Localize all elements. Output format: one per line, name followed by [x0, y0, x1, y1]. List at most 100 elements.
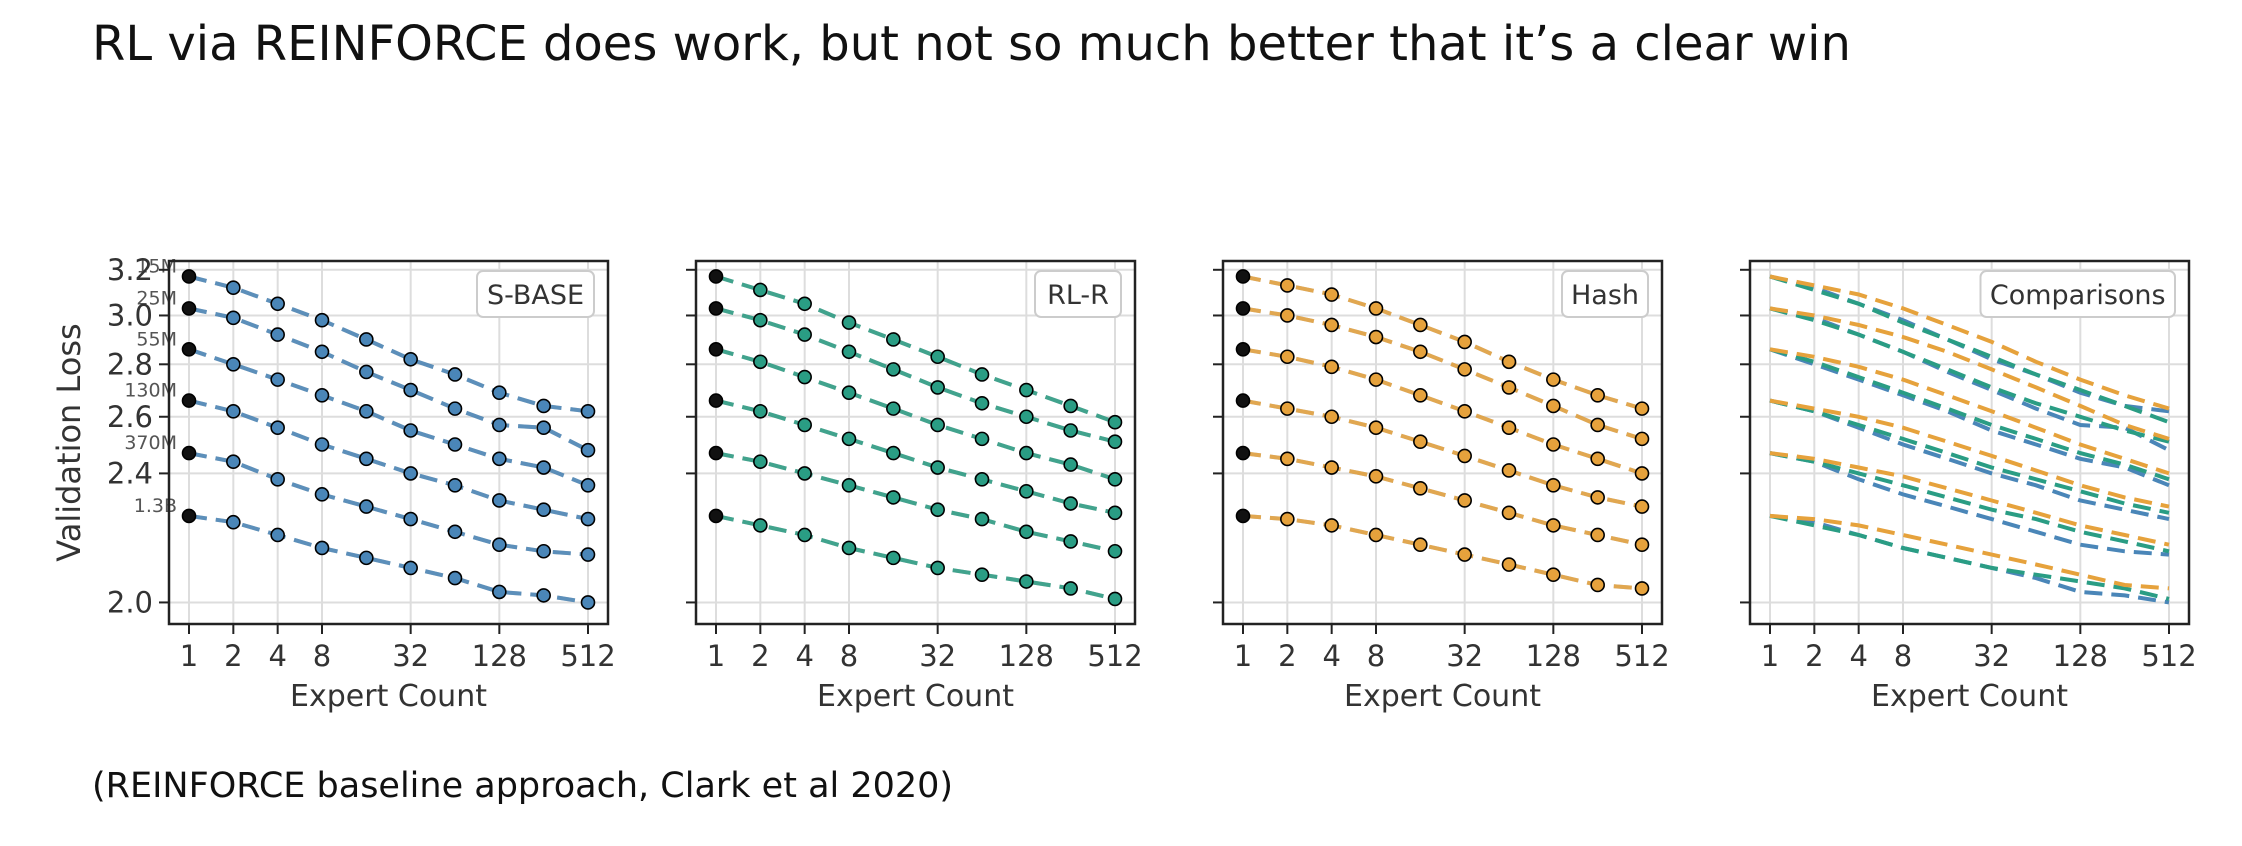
series-line-370M [715, 451, 1116, 554]
data-point [1590, 577, 1605, 593]
comparison-line [1769, 451, 2170, 554]
data-point [270, 420, 285, 436]
data-point [314, 540, 330, 556]
y-tick-label: 2.8 [107, 347, 153, 381]
data-point [886, 362, 901, 377]
data-point [797, 369, 812, 385]
data-point [753, 454, 768, 470]
legend-box [1979, 270, 2176, 318]
data-point [447, 437, 463, 452]
series-line-25M [188, 306, 589, 452]
comparison-line [1769, 306, 2170, 441]
data-point [270, 527, 285, 543]
data-point [1368, 420, 1384, 436]
comparison-line [1769, 513, 2170, 591]
data-point [708, 508, 724, 524]
data-point [1457, 404, 1472, 419]
model-size-label: 25M [136, 287, 177, 309]
data-point [1019, 484, 1034, 499]
data-point [1107, 434, 1123, 449]
plot-frame [1221, 259, 1664, 626]
data-point [314, 312, 330, 328]
data-point [447, 367, 463, 382]
data-point [1368, 469, 1384, 484]
data-point [1324, 359, 1339, 375]
data-point [753, 518, 768, 533]
data-point [708, 445, 724, 461]
data-point [1546, 437, 1561, 452]
data-point [359, 364, 374, 380]
data-point [1368, 329, 1384, 345]
data-point [1546, 398, 1561, 414]
data-point [753, 312, 768, 328]
x-tick-label: 512 [2141, 639, 2196, 673]
comparison-line [1769, 513, 2170, 601]
x-tick-label: 512 [1614, 639, 1669, 673]
data-point [359, 451, 374, 467]
data-point [270, 472, 285, 487]
data-point [1324, 317, 1339, 333]
data-point [1235, 445, 1251, 461]
chart-panel-4: 1 2 4 8 32 128 512 Expert Count Comparisons [1740, 259, 2197, 714]
data-point [580, 442, 596, 458]
comparison-line [1769, 274, 2170, 411]
series-line-15M [715, 274, 1116, 425]
data-point [1590, 417, 1605, 433]
data-point [1019, 409, 1034, 425]
data-point [930, 560, 945, 576]
data-point [1280, 308, 1295, 323]
series-line-25M [1242, 306, 1643, 441]
data-point [841, 431, 857, 447]
data-point [359, 499, 374, 514]
data-point [1280, 451, 1295, 467]
data-point [1235, 341, 1251, 357]
plot-frame [167, 259, 610, 626]
data-point [1634, 466, 1650, 481]
fit-shadow-line [188, 306, 589, 452]
x-tick-label: 128 [999, 639, 1054, 673]
data-point [930, 380, 945, 395]
data-point [1634, 581, 1650, 596]
data-point [403, 511, 418, 527]
y-axis-label: Validation Loss [50, 323, 88, 561]
data-point [447, 570, 463, 586]
data-point [403, 423, 418, 438]
data-point [930, 349, 945, 365]
data-point [1107, 543, 1123, 559]
comparison-line [1769, 347, 2170, 476]
data-point [886, 401, 901, 416]
data-point [226, 310, 241, 326]
panel-title: Comparisons [1990, 280, 2166, 311]
fit-shadow-line [1242, 513, 1643, 591]
data-point [359, 550, 374, 566]
legend-box [476, 270, 595, 318]
comparison-line [1769, 306, 2170, 452]
data-point [403, 351, 418, 367]
fit-shadow-line [188, 513, 589, 605]
data-point [1368, 301, 1384, 316]
x-tick-label: 2 [1805, 639, 1823, 673]
series-line-130M [1242, 398, 1643, 509]
data-point [1413, 537, 1428, 553]
data-point [886, 490, 901, 505]
series-line-55M [715, 347, 1116, 482]
data-point [886, 332, 901, 347]
model-size-label: 130M [124, 380, 177, 402]
data-point [1280, 278, 1295, 293]
x-tick-label: 32 [1446, 639, 1483, 673]
panel-title: S-BASE [487, 280, 584, 311]
data-point [1457, 547, 1472, 562]
x-tick-label: 128 [472, 639, 527, 673]
series-line-1.3B [715, 513, 1116, 601]
data-point [1501, 380, 1517, 395]
data-point [359, 404, 374, 419]
x-tick-label: 8 [840, 639, 858, 673]
x-tick-label: 4 [1322, 639, 1340, 673]
data-point [181, 508, 197, 524]
data-point [181, 341, 197, 357]
data-point [1457, 334, 1472, 350]
x-axis-label: Expert Count [1871, 679, 2068, 714]
chart-panel-2: 1 2 4 8 32 128 512 Expert Count RL-R [686, 259, 1143, 714]
comparison-line [1769, 347, 2170, 488]
